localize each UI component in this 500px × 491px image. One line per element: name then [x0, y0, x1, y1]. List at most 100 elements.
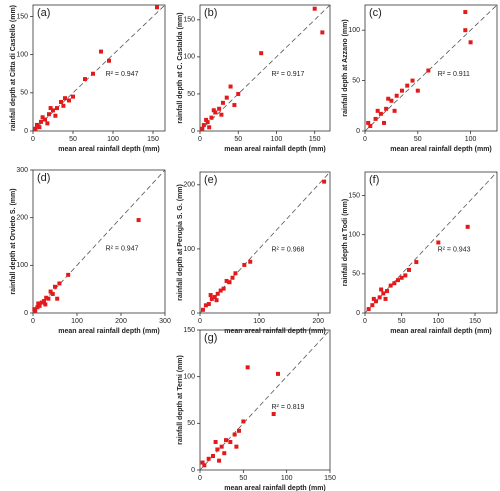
point [399, 88, 404, 93]
x-tick-label: 50 [69, 136, 77, 143]
point [48, 106, 53, 111]
y-tick-label: 50 [20, 90, 28, 97]
point [217, 106, 222, 111]
point [248, 259, 253, 264]
panel-label: (e) [204, 174, 217, 186]
point [209, 296, 214, 301]
point [202, 463, 207, 468]
annotation: R² = 0.968 [272, 246, 305, 253]
point [221, 286, 226, 291]
point [215, 291, 220, 296]
x-tick-label: 50 [398, 318, 406, 325]
point [37, 303, 42, 308]
y-axis-label: rainfall depth at Orvieto S. (mm) [10, 188, 17, 294]
x-tick-label: 100 [432, 318, 444, 325]
point [61, 103, 66, 108]
point [43, 117, 47, 122]
point [51, 108, 55, 113]
point [200, 307, 205, 312]
panel: 0 50 100 0 50 100 (c) R² = 0.911 mean areal rain… [342, 4, 498, 153]
y-tick-label: 100 [348, 232, 360, 239]
point [36, 301, 41, 306]
y-tick-label: 150 [16, 13, 28, 20]
point [219, 444, 224, 449]
point [242, 262, 247, 267]
point [53, 284, 57, 289]
point [219, 112, 224, 117]
x-tick-label: 150 [147, 136, 159, 143]
point [370, 303, 375, 308]
point [71, 94, 75, 99]
point [213, 110, 218, 115]
point [366, 120, 371, 125]
y-tick-label: 150 [183, 327, 195, 334]
y-tick-label: 50 [352, 271, 360, 278]
y-axis-label: rainfall depth at C. Castalda (mm) [177, 12, 184, 123]
point [43, 302, 48, 307]
point [200, 460, 205, 465]
panel: 0 50 100 150 0 50 100 150 (g) R² = 0.819 mean area… [177, 327, 336, 491]
point [410, 78, 415, 83]
point [386, 96, 391, 101]
annotation: R² = 0.947 [106, 71, 139, 78]
x-tick-label: 50 [414, 136, 422, 143]
y-tick-label: 50 [187, 420, 195, 427]
plot-frame [199, 4, 331, 132]
x-tick-label: 100 [271, 136, 283, 143]
point [205, 120, 210, 125]
point [463, 28, 468, 33]
point [59, 99, 63, 104]
point [322, 179, 327, 184]
point [39, 119, 43, 124]
one-to-one-line [199, 4, 331, 132]
panel: 0 100 200 0 100 200 (e) R² = 0.968 mean areal ra… [177, 171, 331, 335]
y-tick-label: 0 [24, 310, 28, 317]
point [214, 298, 219, 303]
one-to-one-line [364, 4, 498, 132]
panel-label: (c) [369, 7, 382, 19]
plot-frame [32, 169, 166, 314]
y-tick-label: 100 [16, 262, 28, 269]
y-tick-label: 100 [348, 27, 360, 34]
x-tick-label: 0 [31, 136, 35, 143]
point [212, 294, 217, 299]
panel-label: (a) [37, 7, 50, 19]
y-axis-label: rainfall depth at Terni (mm) [177, 355, 184, 445]
one-to-one-line [199, 329, 331, 471]
x-tick-label: 200 [115, 318, 127, 325]
point [368, 123, 373, 128]
point [377, 295, 382, 300]
point [222, 451, 227, 456]
point [463, 10, 468, 15]
point [436, 240, 441, 245]
point [201, 123, 206, 128]
point [55, 296, 60, 301]
point [276, 371, 280, 376]
y-tick-label: 200 [183, 182, 195, 189]
point [35, 305, 40, 310]
x-axis-label: mean areal rainfall depth (mm) [224, 328, 326, 335]
x-axis-label: mean areal rainfall depth (mm) [224, 485, 326, 491]
y-axis-label: rainfall depth at Todi (mm) [342, 199, 349, 286]
point [203, 303, 208, 308]
x-tick-label: 100 [281, 475, 293, 482]
point [40, 115, 45, 120]
panel: 0 50 100 150 0 50 100 150 (f) R² = 0.943 mean area… [342, 171, 498, 335]
x-tick-label: 100 [71, 318, 83, 325]
point [83, 77, 87, 82]
x-tick-label: 100 [253, 318, 265, 325]
y-tick-label: 100 [183, 54, 195, 61]
point [44, 295, 49, 300]
one-to-one-line [32, 4, 166, 132]
annotation: R² = 0.819 [272, 404, 305, 411]
point [224, 438, 228, 443]
point [228, 440, 233, 444]
point [234, 444, 239, 449]
y-tick-label: 50 [352, 77, 360, 84]
y-tick-label: 150 [348, 192, 360, 199]
plot-frame [199, 329, 331, 471]
point [45, 121, 50, 126]
point [374, 299, 378, 304]
point [320, 30, 325, 35]
